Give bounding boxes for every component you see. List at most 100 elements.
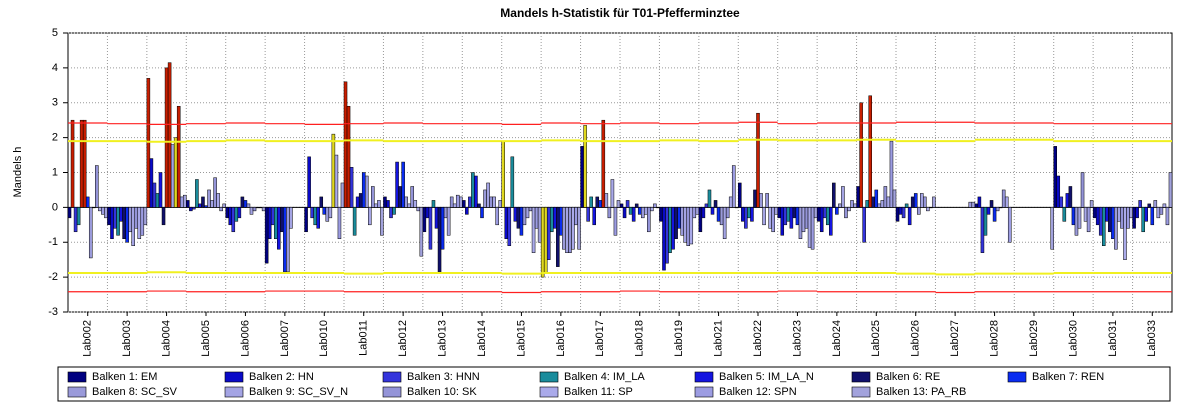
bar xyxy=(237,207,242,219)
bar xyxy=(389,207,393,219)
bar xyxy=(704,203,709,208)
bar xyxy=(598,200,603,208)
bar xyxy=(1095,207,1100,226)
bar xyxy=(140,207,145,236)
legend-label: Balken 5: IM_LA_N xyxy=(719,371,814,383)
bar xyxy=(589,196,593,208)
bar xyxy=(992,207,997,222)
bar xyxy=(355,196,360,208)
bar xyxy=(674,207,678,240)
bar xyxy=(1135,207,1139,219)
bar xyxy=(383,196,387,208)
bar xyxy=(195,179,199,208)
bar xyxy=(1062,207,1067,222)
bar xyxy=(425,207,430,219)
bar xyxy=(246,203,251,208)
bar xyxy=(443,207,448,219)
bar xyxy=(216,193,220,208)
bar xyxy=(334,154,339,208)
bar xyxy=(862,207,866,243)
bar xyxy=(361,172,366,208)
bar xyxy=(916,207,921,215)
bar xyxy=(419,207,424,257)
bar xyxy=(680,207,684,236)
bar xyxy=(280,207,284,233)
bar xyxy=(431,200,436,208)
bar xyxy=(807,207,812,248)
bar xyxy=(920,193,924,208)
x-tick-label: Lab023 xyxy=(791,320,803,357)
legend-label: Balken 3: HNN xyxy=(407,371,480,383)
bar xyxy=(201,196,205,208)
bar xyxy=(243,200,248,208)
x-tick-label: Lab007 xyxy=(279,320,291,357)
bar xyxy=(871,196,876,208)
x-tick-label: Lab018 xyxy=(634,320,646,357)
bar xyxy=(668,207,672,253)
bar xyxy=(795,207,800,226)
bar xyxy=(507,207,512,246)
y-tick-label: -1 xyxy=(48,236,58,248)
bar xyxy=(835,207,839,215)
bar xyxy=(1132,207,1136,229)
bar xyxy=(1083,207,1088,222)
bar xyxy=(204,205,208,208)
x-tick-label: Lab030 xyxy=(1067,320,1079,357)
x-tick-label: Lab017 xyxy=(594,320,606,357)
bar xyxy=(428,207,433,250)
bar xyxy=(889,140,894,208)
bar xyxy=(768,207,772,229)
bar xyxy=(847,207,851,212)
legend-swatch xyxy=(851,371,871,383)
bar xyxy=(932,196,936,208)
bar xyxy=(210,200,214,208)
bar xyxy=(1150,207,1155,226)
bar xyxy=(892,189,897,208)
bar xyxy=(735,207,739,209)
bar xyxy=(398,186,402,208)
bar xyxy=(1056,175,1061,208)
y-axis-label: Mandels h xyxy=(12,147,24,198)
bar xyxy=(1071,207,1076,226)
bar xyxy=(580,146,584,208)
bar xyxy=(738,182,742,208)
bar xyxy=(410,186,415,208)
bar xyxy=(998,207,1003,209)
bar xyxy=(634,203,639,208)
bar xyxy=(719,207,724,226)
bar xyxy=(1126,207,1130,229)
bar xyxy=(898,207,903,215)
bar xyxy=(829,207,833,236)
bar xyxy=(540,207,545,278)
bar xyxy=(234,207,239,222)
bar xyxy=(789,207,794,229)
bar xyxy=(137,207,142,240)
bar xyxy=(240,196,245,208)
legend-swatch xyxy=(851,386,871,398)
bar xyxy=(222,203,226,208)
bar xyxy=(73,207,78,233)
bar xyxy=(459,196,463,208)
bar xyxy=(501,140,505,208)
bar xyxy=(816,207,821,222)
x-tick-label: Lab002 xyxy=(82,320,94,357)
bar xyxy=(995,207,1000,212)
bar xyxy=(440,207,445,250)
legend-label: Balken 6: RE xyxy=(876,371,940,383)
legend-label: Balken 2: HN xyxy=(249,371,314,383)
bar xyxy=(319,196,324,208)
bar xyxy=(516,207,521,229)
bar xyxy=(537,207,542,243)
bar xyxy=(192,207,196,210)
bar xyxy=(546,207,551,260)
bar xyxy=(716,207,721,222)
bar xyxy=(252,207,257,212)
bar xyxy=(70,119,75,208)
bar xyxy=(95,165,99,208)
bar xyxy=(895,207,900,222)
bar xyxy=(929,207,933,209)
bar xyxy=(819,207,824,233)
bar xyxy=(468,196,472,208)
bar xyxy=(747,207,751,219)
bar xyxy=(176,105,181,208)
